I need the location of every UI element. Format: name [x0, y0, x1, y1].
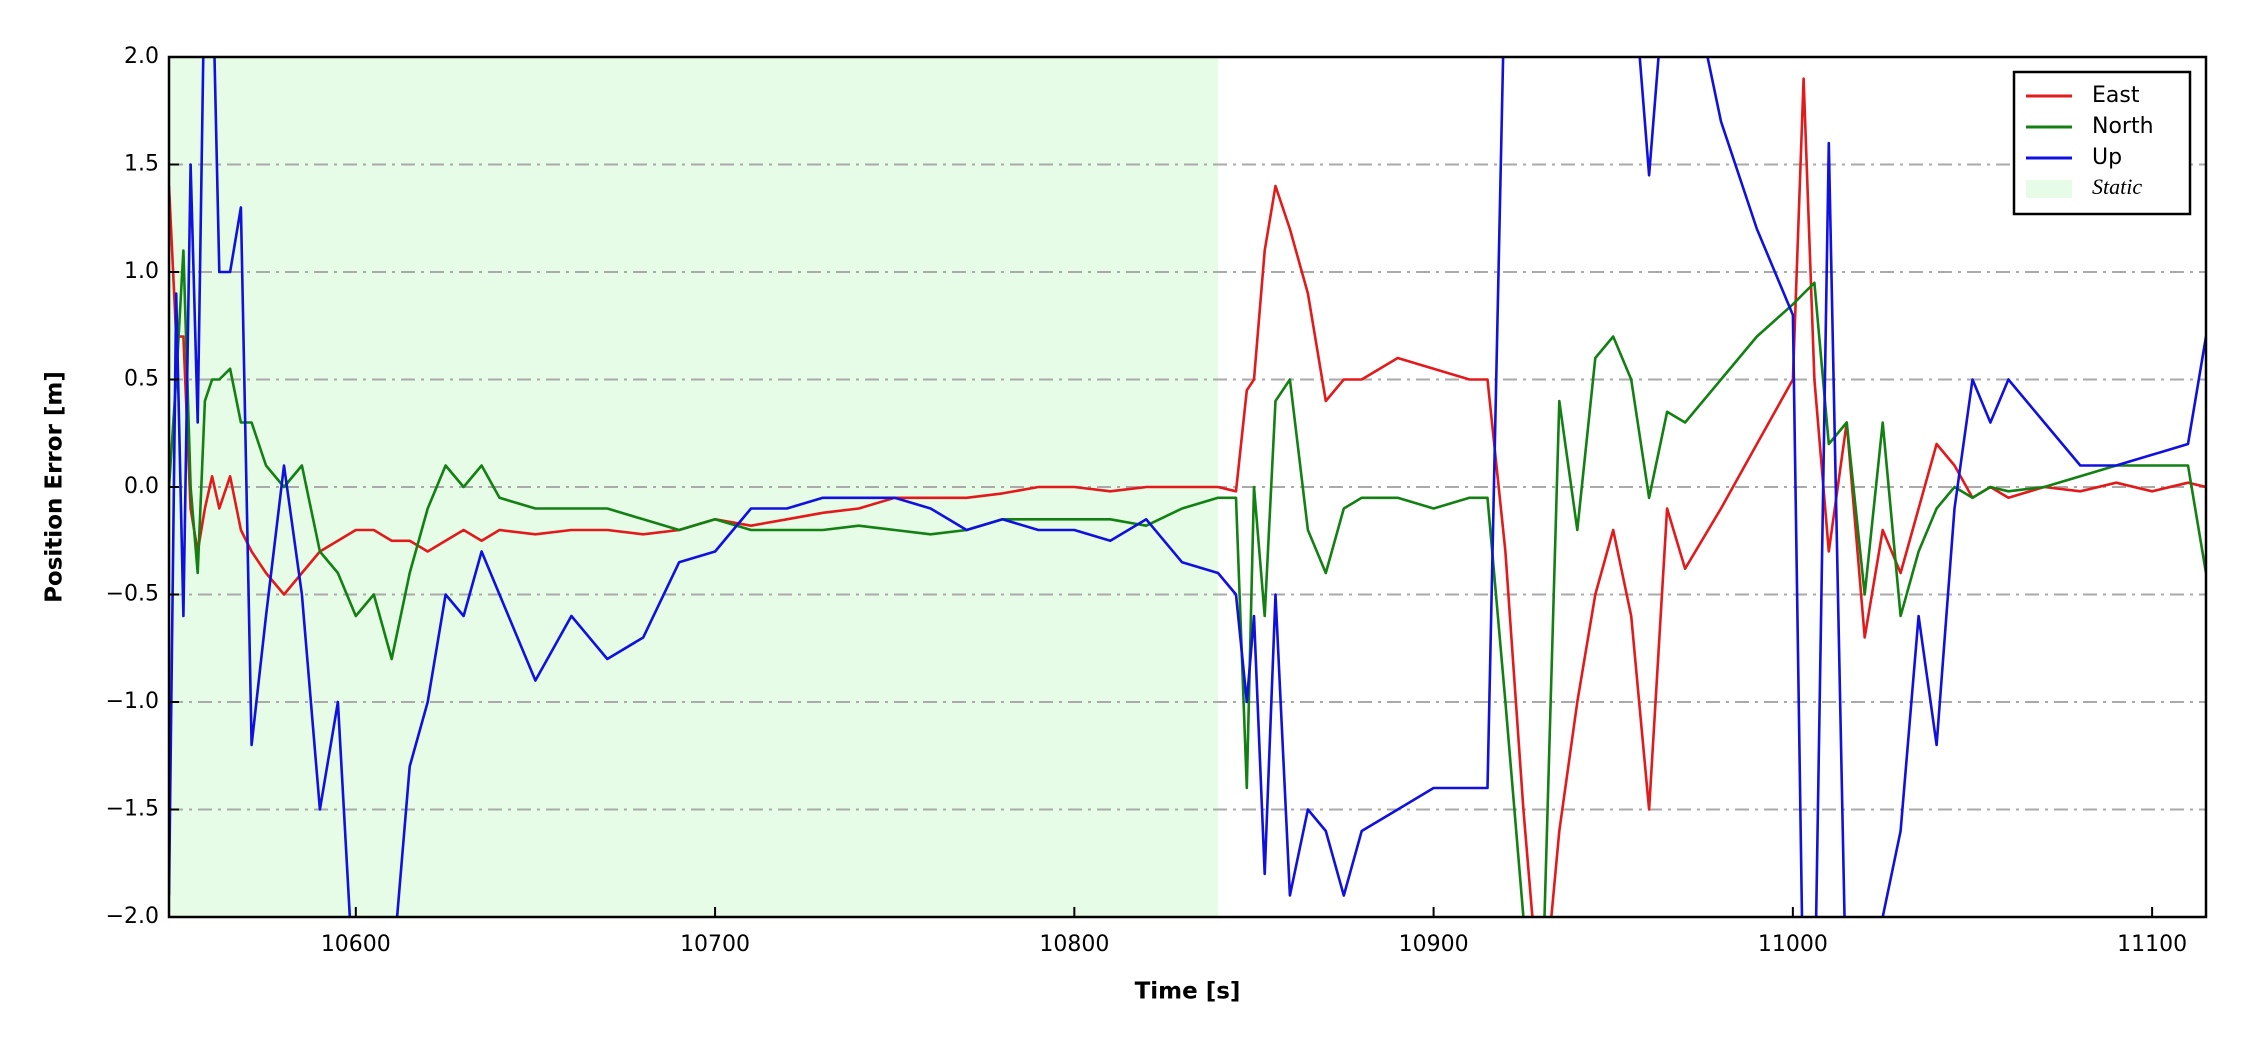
x-tick-label: 10600 [321, 932, 391, 957]
y-tick-label: 0.5 [124, 367, 159, 392]
y-tick-label: 1.0 [124, 259, 159, 284]
y-tick-label: −1.0 [106, 689, 159, 714]
x-tick-label: 10800 [1039, 932, 1109, 957]
plot-frame [167, 55, 2208, 919]
legend-swatch [2026, 180, 2072, 198]
y-tick-label: 0.0 [124, 474, 159, 499]
x-tick-label: 10700 [680, 932, 750, 957]
y-tick-label: −0.5 [106, 582, 159, 607]
series-line [169, 77, 2206, 917]
legend-label: Up [2092, 145, 2122, 170]
x-tick-label: 11000 [1758, 932, 1828, 957]
y-axis-title: Position Error [m] [42, 371, 68, 603]
series-line [169, 57, 2206, 917]
y-tick-label: 1.5 [124, 152, 159, 177]
x-axis-title: Time [s] [1135, 979, 1241, 1005]
x-tick-label: 10900 [1399, 932, 1469, 957]
y-tick-label: −1.5 [106, 797, 159, 822]
legend-label: East [2092, 83, 2140, 108]
legend-label: North [2092, 114, 2154, 139]
y-tick-label: −2.0 [106, 904, 159, 929]
y-tick-label: 2.0 [124, 44, 159, 69]
x-tick-label: 11100 [2117, 932, 2187, 957]
legend-label: Static [2092, 174, 2142, 199]
